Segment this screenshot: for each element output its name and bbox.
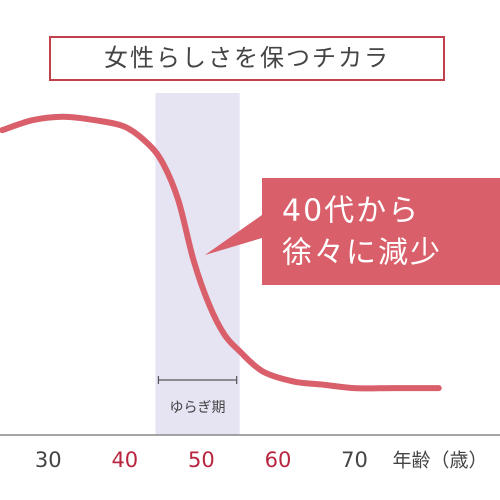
- chart-title: 女性らしさを保つチカラ: [104, 44, 390, 72]
- line: [0, 113, 442, 392]
- x-axis-label: 年齢（歳）: [392, 450, 487, 472]
- x-tick-label: 70: [341, 448, 368, 472]
- band-bracket: [157, 376, 238, 384]
- x-tick-label: 30: [35, 448, 62, 472]
- x-tick-label: 40: [111, 448, 138, 472]
- band-label: ゆらぎ期: [170, 400, 226, 416]
- callout: [205, 178, 500, 285]
- callout-text: 徐々に減少: [282, 236, 442, 271]
- title-box: [49, 36, 445, 81]
- x-tick-label: 50: [188, 448, 215, 472]
- callout-text: 40代から: [282, 194, 420, 229]
- x-tick-label: 60: [265, 448, 292, 472]
